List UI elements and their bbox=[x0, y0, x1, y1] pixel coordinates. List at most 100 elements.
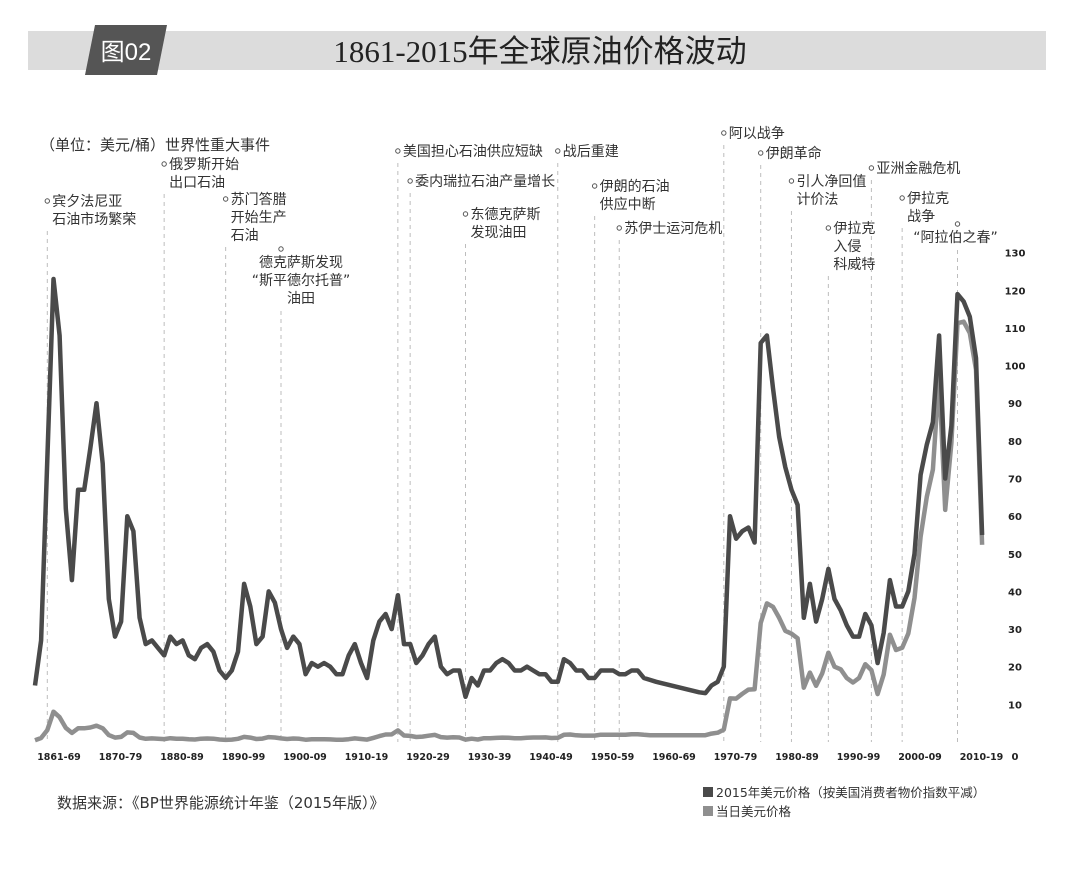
event-annotation: 苏伊士运河危机 bbox=[616, 221, 722, 742]
header-band bbox=[28, 31, 1046, 70]
event-marker bbox=[899, 195, 905, 201]
event-marker bbox=[222, 196, 229, 202]
event-marker bbox=[555, 148, 561, 154]
event-label: 伊朗革命 bbox=[766, 145, 822, 162]
event-label: 科威特 bbox=[833, 257, 875, 273]
x-tick-label: 1980-89 bbox=[775, 752, 819, 763]
x-tick-label: 2010-19 bbox=[960, 752, 1004, 763]
event-label: 东德克萨斯 bbox=[471, 207, 541, 223]
event-label: 美国担心石油供应短缺 bbox=[403, 143, 543, 160]
series-line-nominal-usd bbox=[34, 319, 985, 743]
event-marker bbox=[44, 198, 50, 204]
event-label: 亚洲金融危机 bbox=[876, 161, 960, 177]
event-label: “阿拉伯之春” bbox=[913, 230, 998, 246]
legend-swatch-nominal bbox=[703, 806, 713, 816]
event-marker bbox=[758, 150, 764, 156]
x-tick-label: 1920-29 bbox=[406, 752, 450, 763]
y-tick-label: 130 bbox=[1005, 249, 1026, 260]
figure-badge-label: 图02 bbox=[101, 39, 152, 66]
event-label: 引人净回值 bbox=[796, 174, 866, 190]
y-tick-label: 40 bbox=[1008, 587, 1022, 598]
x-tick-label: 1970-79 bbox=[714, 752, 758, 763]
event-label: 阿以战争 bbox=[729, 126, 785, 142]
event-label: 出口石油 bbox=[169, 175, 225, 191]
event-label: 俄罗斯开始 bbox=[169, 157, 239, 173]
event-marker bbox=[616, 225, 622, 231]
y-tick-label: 70 bbox=[1008, 475, 1022, 486]
x-tick-label: 1880-89 bbox=[160, 752, 204, 763]
y-tick-label: 100 bbox=[1005, 362, 1026, 373]
event-marker bbox=[395, 148, 401, 154]
event-annotation: 委内瑞拉石油产量增长 bbox=[407, 174, 555, 742]
x-axis-ticks: 1861-69 1870-79 1880-89 1890-99 1900-09 1910-… bbox=[37, 752, 1003, 763]
event-marker bbox=[868, 165, 875, 171]
x-tick-label: 2000-09 bbox=[898, 752, 942, 763]
y-axis-ticks: 0 10 20 30 40 50 60 70 80 90 100 110 120 130 bbox=[1005, 249, 1026, 763]
event-label: 开始生产 bbox=[231, 210, 287, 226]
event-label: 石油 bbox=[231, 228, 259, 244]
event-label: 伊拉克 bbox=[833, 221, 875, 237]
event-marker bbox=[954, 221, 961, 227]
event-marker bbox=[462, 211, 469, 217]
y-tick-label: 120 bbox=[1005, 286, 1026, 297]
event-annotation: 美国担心石油供应短缺 bbox=[395, 143, 543, 742]
legend-label-nominal: 当日美元价格 bbox=[716, 804, 792, 819]
x-tick-label: 1870-79 bbox=[99, 752, 143, 763]
y-tick-label: 80 bbox=[1008, 437, 1022, 448]
y-tick-label: 30 bbox=[1008, 625, 1022, 636]
event-label: 发现油田 bbox=[471, 225, 527, 241]
x-tick-label: 1950-59 bbox=[591, 752, 635, 763]
unit-label: （单位：美元/桶）世界性重大事件 bbox=[40, 136, 270, 154]
y-tick-label: 110 bbox=[1005, 324, 1026, 335]
event-label: 计价法 bbox=[796, 192, 838, 208]
event-marker bbox=[591, 183, 598, 189]
event-marker bbox=[161, 161, 167, 167]
y-tick-label: 60 bbox=[1008, 512, 1022, 523]
x-tick-label: 1930-39 bbox=[468, 752, 512, 763]
legend-swatch-real bbox=[703, 787, 713, 797]
series-lines bbox=[32, 276, 985, 743]
event-label: 石油市场繁荣 bbox=[52, 211, 136, 228]
x-tick-label: 1861-69 bbox=[37, 752, 81, 763]
event-label: 伊朗的石油 bbox=[600, 179, 670, 195]
x-tick-label: 1990-99 bbox=[837, 752, 881, 763]
event-marker bbox=[721, 130, 727, 136]
event-label: 伊拉克 bbox=[907, 191, 949, 207]
y-tick-label: 0 bbox=[1012, 752, 1019, 763]
page-title: 1861-2015年全球原油价格波动 bbox=[333, 34, 746, 69]
event-label: 供应中断 bbox=[600, 196, 656, 213]
event-annotation: 阿以战争 bbox=[721, 126, 785, 742]
event-label: 战后重建 bbox=[563, 144, 619, 160]
x-tick-label: 1910-19 bbox=[345, 752, 389, 763]
event-marker bbox=[407, 178, 413, 184]
event-marker bbox=[788, 178, 795, 184]
x-tick-label: 1890-99 bbox=[222, 752, 266, 763]
event-annotation: 战后重建 bbox=[555, 144, 619, 742]
x-tick-label: 1900-09 bbox=[283, 752, 327, 763]
event-annotation: 德克萨斯发现 “斯平德尔托普” 油田 bbox=[252, 246, 351, 742]
event-label: “斯平德尔托普” bbox=[252, 273, 351, 289]
event-label: 宾夕法尼亚 bbox=[52, 194, 122, 210]
y-tick-label: 50 bbox=[1008, 550, 1022, 561]
event-label: 入侵 bbox=[833, 238, 861, 255]
legend-label-real: 2015年美元价格（按美国消费者物价指数平减） bbox=[716, 785, 985, 800]
legend: 2015年美元价格（按美国消费者物价指数平减） 当日美元价格 bbox=[703, 785, 985, 819]
x-tick-label: 1940-49 bbox=[529, 752, 573, 763]
y-tick-label: 20 bbox=[1008, 663, 1022, 674]
event-marker bbox=[278, 246, 284, 252]
event-label: 油田 bbox=[287, 291, 315, 307]
source-note: 数据来源：《BP世界能源统计年鉴（2015年版）》 bbox=[57, 794, 385, 812]
event-label: 苏门答腊 bbox=[231, 191, 287, 208]
x-tick-label: 1960-69 bbox=[652, 752, 696, 763]
figure-badge bbox=[85, 25, 167, 75]
y-tick-label: 90 bbox=[1008, 399, 1022, 410]
event-label: 委内瑞拉石油产量增长 bbox=[415, 174, 555, 190]
